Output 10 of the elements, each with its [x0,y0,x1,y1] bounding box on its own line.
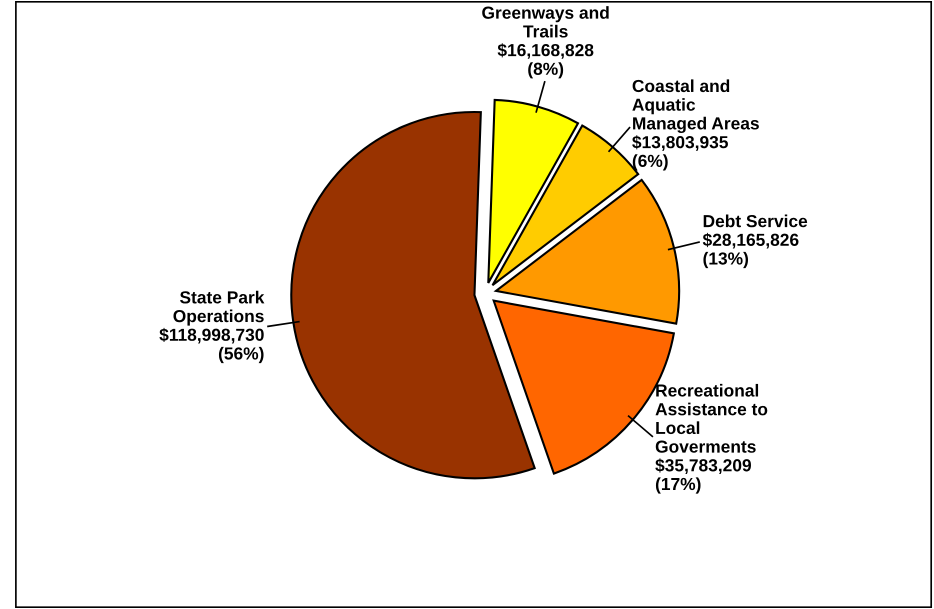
data-label: $16,168,828 (8%) [498,43,594,78]
slice-label: Coastal and Aquatic Managed Areas [632,79,759,134]
slice-label: Greenways and Trails [482,6,609,38]
slice-label: State Park Operations [173,290,264,326]
data-label: $35,783,209 (17%) [655,458,751,494]
slice-label: Debt Service [704,214,808,228]
data-label: $13,803,935 (6%) [632,135,728,170]
slice-label: Recreational Assistance to Local Goverments [656,384,768,453]
data-label: $28,165,826 (13%) [702,232,798,268]
data-label: $118,998,730 (56%) [159,328,264,364]
